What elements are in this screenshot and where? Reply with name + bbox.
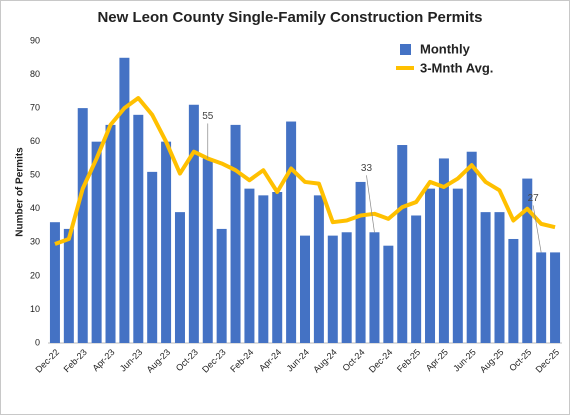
legend-label: Monthly — [420, 41, 471, 56]
bar — [438, 158, 449, 343]
bar — [105, 124, 116, 343]
data-label: 27 — [528, 193, 540, 204]
bar — [91, 141, 102, 343]
annotation-leader — [532, 205, 542, 253]
bar — [119, 57, 130, 344]
bar — [508, 238, 519, 343]
bar — [49, 222, 60, 343]
bar — [147, 171, 158, 343]
y-axis-label: Number of Permits — [15, 147, 26, 237]
avg-line — [54, 96, 556, 246]
bar — [494, 212, 505, 343]
bar — [466, 151, 477, 343]
bar — [327, 235, 338, 343]
legend-swatch — [400, 44, 411, 55]
bar — [383, 245, 394, 343]
y-tick-label: 30 — [30, 237, 40, 247]
bar — [272, 192, 283, 343]
y-tick-label: 90 — [30, 35, 40, 45]
annotation-leader — [366, 175, 375, 233]
y-tick-label: 10 — [30, 304, 40, 314]
y-tick-label: 70 — [30, 102, 40, 112]
bar — [133, 114, 144, 343]
bar — [286, 121, 297, 344]
bar — [480, 212, 491, 343]
bar — [174, 212, 185, 343]
y-tick-label: 0 — [35, 337, 40, 347]
bar — [188, 104, 199, 343]
bar — [452, 188, 463, 343]
bar — [425, 188, 436, 343]
bar — [369, 232, 380, 343]
data-label: 55 — [202, 111, 214, 122]
bar — [355, 181, 366, 343]
bar — [536, 252, 547, 343]
bar — [299, 235, 311, 343]
bar — [244, 188, 255, 343]
bar — [397, 145, 408, 343]
bar — [341, 232, 352, 343]
bar — [216, 228, 227, 343]
y-tick-label: 20 — [30, 270, 40, 280]
chart-title: New Leon County Single-Family Constructi… — [97, 9, 482, 26]
bar — [202, 158, 213, 343]
y-tick-label: 40 — [30, 203, 40, 213]
bar — [411, 215, 422, 343]
bar — [258, 195, 269, 343]
bar — [522, 178, 533, 343]
bar — [161, 141, 172, 343]
bar — [313, 195, 324, 343]
legend-label: 3-Mnth Avg. — [420, 60, 493, 75]
bar — [550, 252, 561, 343]
bar — [230, 124, 241, 343]
data-label: 33 — [361, 163, 373, 174]
bar — [77, 108, 88, 343]
y-tick-label: 60 — [30, 136, 40, 146]
bar — [63, 228, 74, 343]
y-tick-label: 50 — [30, 170, 40, 180]
y-tick-label: 80 — [30, 69, 40, 79]
